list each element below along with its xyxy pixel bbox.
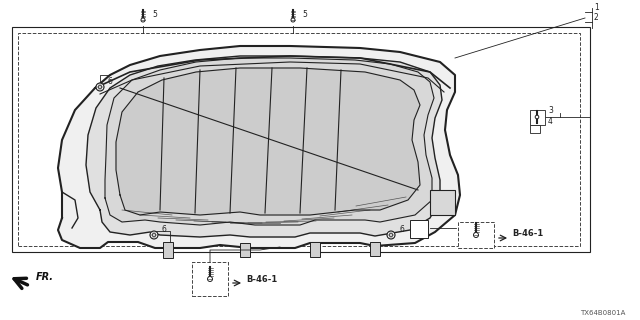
Polygon shape (58, 46, 460, 248)
Bar (370, 242, 380, 256)
Circle shape (474, 233, 479, 237)
Circle shape (387, 231, 395, 239)
Bar (310, 242, 320, 257)
Bar (430, 190, 455, 215)
Text: FR.: FR. (36, 272, 54, 282)
Circle shape (207, 276, 212, 282)
Circle shape (152, 233, 156, 237)
Text: B-46-1: B-46-1 (246, 275, 277, 284)
Text: 2: 2 (594, 13, 599, 22)
Circle shape (150, 231, 158, 239)
Bar (530, 125, 540, 133)
Bar (410, 220, 428, 238)
Circle shape (96, 83, 104, 91)
Text: B-46-1: B-46-1 (512, 229, 543, 238)
Circle shape (535, 115, 539, 119)
Text: 5: 5 (152, 10, 157, 19)
Text: 6: 6 (399, 225, 404, 234)
Bar (458, 222, 494, 248)
Bar (530, 110, 545, 125)
Bar (240, 243, 250, 257)
Bar (192, 262, 228, 296)
Circle shape (141, 18, 145, 22)
Bar (12, 27, 590, 252)
Polygon shape (116, 68, 420, 215)
Bar (163, 242, 173, 258)
Text: 3: 3 (548, 106, 553, 115)
Text: TX64B0801A: TX64B0801A (580, 310, 625, 316)
Text: 4: 4 (548, 117, 553, 126)
Circle shape (389, 233, 393, 237)
Circle shape (98, 85, 102, 89)
Text: 1: 1 (594, 3, 599, 12)
Bar (18, 33, 580, 246)
Text: 6: 6 (162, 225, 167, 234)
Polygon shape (86, 56, 442, 237)
Text: 6: 6 (108, 77, 113, 86)
Circle shape (291, 18, 295, 22)
Text: 5: 5 (302, 10, 307, 19)
Polygon shape (105, 58, 434, 225)
